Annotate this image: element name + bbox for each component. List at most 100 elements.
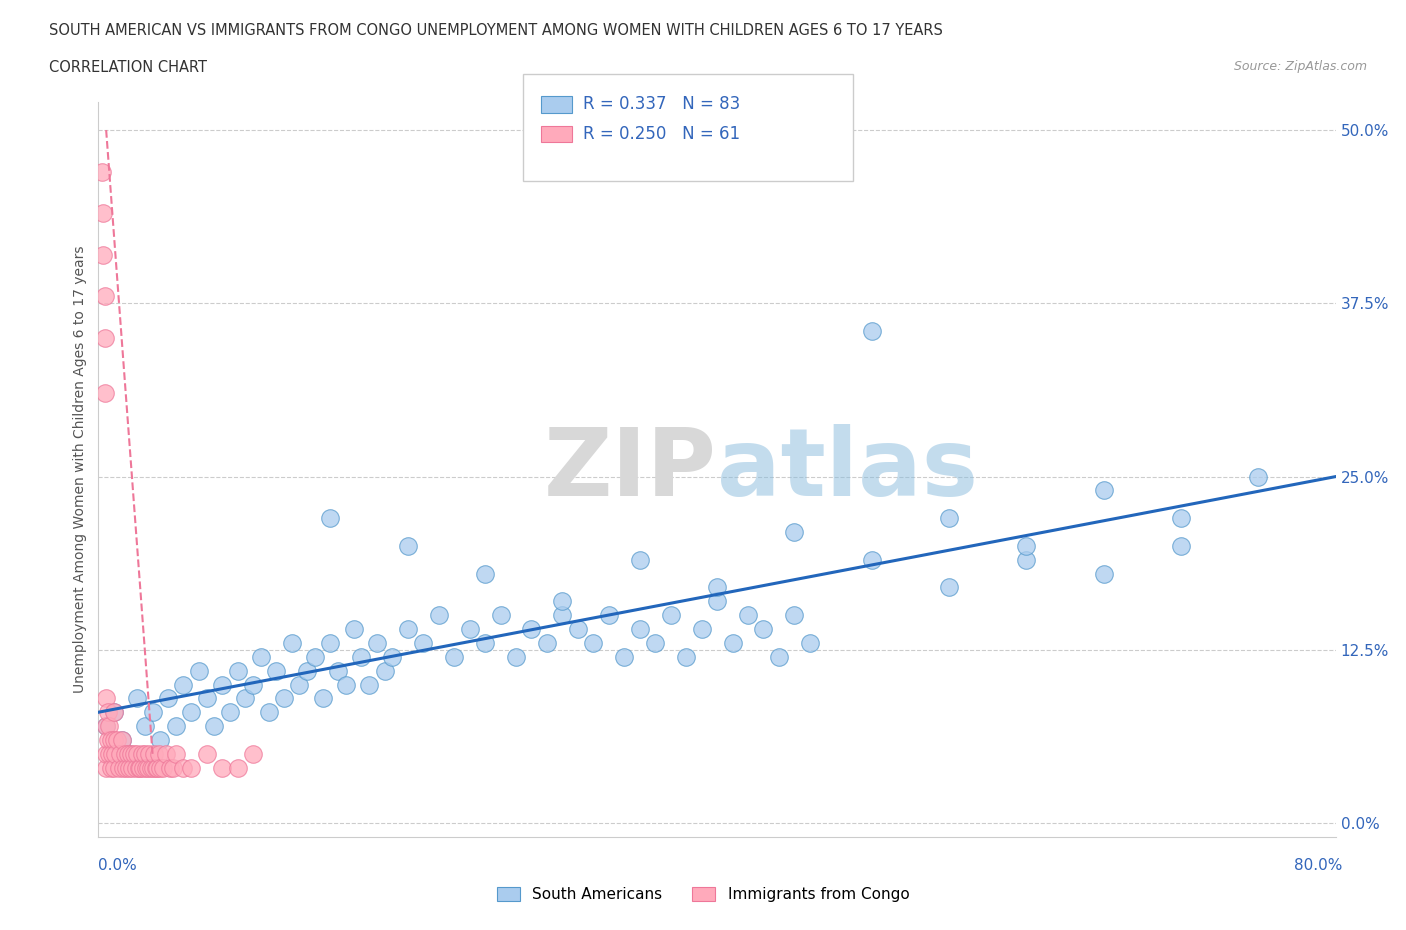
Point [768, 649, 790, 664]
Point [1170, 538, 1192, 553]
Point [96, 719, 118, 734]
Point [374, 663, 396, 678]
Point [162, 760, 184, 775]
Point [107, 760, 129, 775]
Point [97, 733, 120, 748]
Point [136, 760, 159, 775]
Point [105, 733, 128, 748]
Point [135, 760, 157, 775]
Point [381, 649, 404, 664]
Point [598, 608, 620, 623]
Point [100, 733, 122, 748]
Point [127, 747, 149, 762]
Point [155, 747, 177, 762]
Point [141, 760, 165, 775]
Point [124, 760, 146, 775]
Text: R = 0.250   N = 61: R = 0.250 N = 61 [583, 125, 741, 143]
Point [938, 580, 960, 595]
Point [149, 760, 172, 775]
Point [1170, 511, 1192, 525]
Point [103, 733, 125, 748]
Point [706, 594, 728, 609]
Point [505, 649, 527, 664]
Point [204, 719, 226, 734]
Point [1092, 483, 1115, 498]
Point [211, 760, 233, 775]
Point [1247, 469, 1270, 484]
Point [644, 635, 666, 650]
Point [132, 760, 155, 775]
Point [396, 538, 419, 553]
Point [96, 691, 118, 706]
Point [250, 649, 273, 664]
Point [96, 719, 118, 734]
Point [359, 677, 381, 692]
Point [412, 635, 434, 650]
Point [319, 511, 342, 525]
Text: 0.0%: 0.0% [98, 857, 138, 872]
Point [165, 747, 187, 762]
Point [97, 705, 120, 720]
Point [520, 621, 543, 636]
Point [172, 760, 194, 775]
Point [242, 677, 264, 692]
Point [1092, 566, 1115, 581]
Point [257, 705, 280, 720]
Point [118, 747, 141, 762]
Text: Source: ZipAtlas.com: Source: ZipAtlas.com [1233, 60, 1367, 73]
Point [127, 691, 149, 706]
Point [737, 608, 759, 623]
Point [180, 705, 202, 720]
Point [165, 719, 187, 734]
Point [111, 733, 132, 748]
Point [350, 649, 373, 664]
Point [860, 324, 883, 339]
Point [111, 733, 132, 748]
Text: ZIP: ZIP [544, 424, 717, 515]
Point [628, 552, 651, 567]
Point [180, 760, 202, 775]
Legend: South Americans, Immigrants from Congo: South Americans, Immigrants from Congo [491, 881, 915, 909]
Point [312, 691, 335, 706]
Point [101, 747, 124, 762]
Point [799, 635, 821, 650]
Point [117, 747, 139, 762]
Point [219, 705, 242, 720]
Point [93, 289, 115, 304]
Point [157, 691, 180, 706]
Point [195, 747, 218, 762]
Point [141, 705, 165, 720]
Point [120, 747, 142, 762]
Point [103, 705, 125, 720]
Point [613, 649, 636, 664]
Point [396, 621, 419, 636]
Point [134, 747, 156, 762]
Point [721, 635, 744, 650]
Point [242, 747, 264, 762]
Text: 80.0%: 80.0% [1295, 857, 1343, 872]
Point [783, 608, 806, 623]
Point [112, 760, 135, 775]
Text: R = 0.337   N = 83: R = 0.337 N = 83 [583, 95, 741, 113]
Point [304, 649, 326, 664]
Point [335, 677, 357, 692]
Point [93, 386, 115, 401]
Point [427, 608, 450, 623]
Point [489, 608, 512, 623]
Point [319, 635, 342, 650]
Point [1015, 538, 1038, 553]
Point [343, 621, 366, 636]
Point [195, 691, 218, 706]
Point [211, 677, 233, 692]
Point [103, 705, 125, 720]
Point [281, 635, 304, 650]
Point [90, 165, 112, 179]
Point [91, 206, 114, 220]
Point [152, 760, 174, 775]
Point [706, 580, 728, 595]
Point [143, 747, 166, 762]
Point [783, 525, 806, 539]
Point [297, 663, 319, 678]
Point [148, 747, 170, 762]
Point [96, 747, 118, 762]
